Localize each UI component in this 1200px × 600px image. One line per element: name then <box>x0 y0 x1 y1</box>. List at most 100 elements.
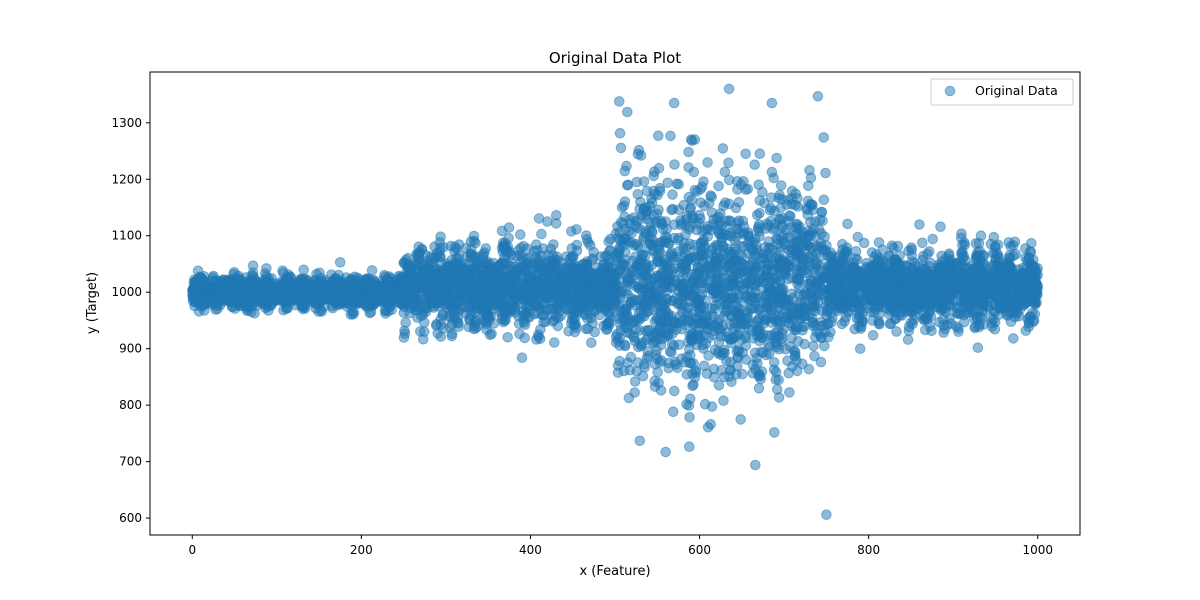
data-point <box>615 142 627 154</box>
data-point <box>247 260 259 272</box>
data-point <box>716 350 728 361</box>
data-point <box>719 166 731 178</box>
data-point <box>753 179 765 190</box>
data-point <box>368 299 380 311</box>
data-point <box>668 318 680 329</box>
data-point <box>478 306 490 317</box>
data-point <box>738 278 749 290</box>
data-point <box>340 284 351 295</box>
data-point <box>686 335 698 346</box>
data-point <box>733 215 745 226</box>
data-point <box>673 204 685 216</box>
data-point <box>642 345 653 357</box>
data-point <box>629 387 641 398</box>
data-point <box>726 266 738 278</box>
data-point <box>536 228 547 240</box>
data-point <box>717 143 729 154</box>
data-point <box>309 298 320 309</box>
data-point <box>711 283 722 295</box>
data-point <box>580 323 592 335</box>
data-point <box>684 412 695 423</box>
data-point <box>761 349 772 361</box>
data-point <box>547 249 559 261</box>
data-point <box>716 365 727 376</box>
data-point <box>266 278 278 290</box>
data-point <box>698 176 709 187</box>
data-point <box>422 278 434 289</box>
data-point <box>491 290 502 301</box>
data-point <box>733 344 744 355</box>
data-point <box>646 239 658 250</box>
data-point <box>614 258 626 270</box>
data-point <box>625 298 636 309</box>
data-point <box>419 287 431 299</box>
data-point <box>789 237 800 249</box>
data-point <box>610 337 622 348</box>
data-point <box>684 343 695 355</box>
data-point <box>581 256 593 267</box>
data-point <box>708 372 720 383</box>
data-point <box>430 320 442 331</box>
data-point <box>676 300 687 312</box>
data-point <box>731 232 742 243</box>
data-point <box>596 264 608 276</box>
data-point <box>677 271 689 282</box>
data-point <box>636 270 647 281</box>
data-point <box>771 152 782 164</box>
data-point <box>622 273 634 285</box>
data-point <box>560 279 572 291</box>
data-point <box>769 427 780 438</box>
data-point <box>469 314 481 325</box>
data-point <box>651 345 662 356</box>
data-point <box>671 178 683 190</box>
data-point <box>776 287 788 299</box>
data-point <box>610 297 621 309</box>
data-point <box>471 260 483 271</box>
data-point <box>702 157 713 168</box>
data-point <box>780 344 792 355</box>
data-point <box>600 302 612 313</box>
data-point <box>298 264 310 276</box>
data-point <box>524 312 535 323</box>
data-point <box>653 130 664 142</box>
data-point <box>619 196 631 207</box>
data-point <box>398 332 410 343</box>
data-point <box>529 300 541 312</box>
data-point <box>657 270 668 282</box>
data-point <box>645 217 656 229</box>
data-point <box>792 219 803 231</box>
data-point <box>419 317 430 328</box>
data-point <box>615 324 627 336</box>
data-point <box>793 299 805 311</box>
data-point <box>713 180 724 192</box>
data-point <box>759 242 771 253</box>
data-point <box>787 309 799 320</box>
data-point <box>867 330 879 341</box>
data-point <box>640 206 652 217</box>
data-point <box>807 317 818 328</box>
data-point <box>404 264 416 275</box>
data-point <box>732 176 743 187</box>
data-point <box>637 249 649 261</box>
data-point <box>445 272 457 283</box>
data-point <box>791 322 803 333</box>
data-point <box>441 299 453 310</box>
data-point <box>764 205 776 216</box>
data-point <box>284 285 295 297</box>
data-point <box>359 281 371 293</box>
data-point <box>609 310 621 322</box>
data-point <box>626 227 637 239</box>
data-point <box>631 176 643 188</box>
data-point <box>754 148 766 159</box>
data-point <box>521 253 532 265</box>
data-point <box>743 230 754 241</box>
data-point <box>751 292 762 304</box>
data-point <box>295 273 306 285</box>
data-point <box>614 127 626 139</box>
data-point <box>200 277 211 288</box>
data-point <box>779 238 790 250</box>
data-point <box>243 288 255 299</box>
data-point <box>689 286 700 297</box>
data-point <box>581 234 593 245</box>
data-point <box>246 275 258 287</box>
